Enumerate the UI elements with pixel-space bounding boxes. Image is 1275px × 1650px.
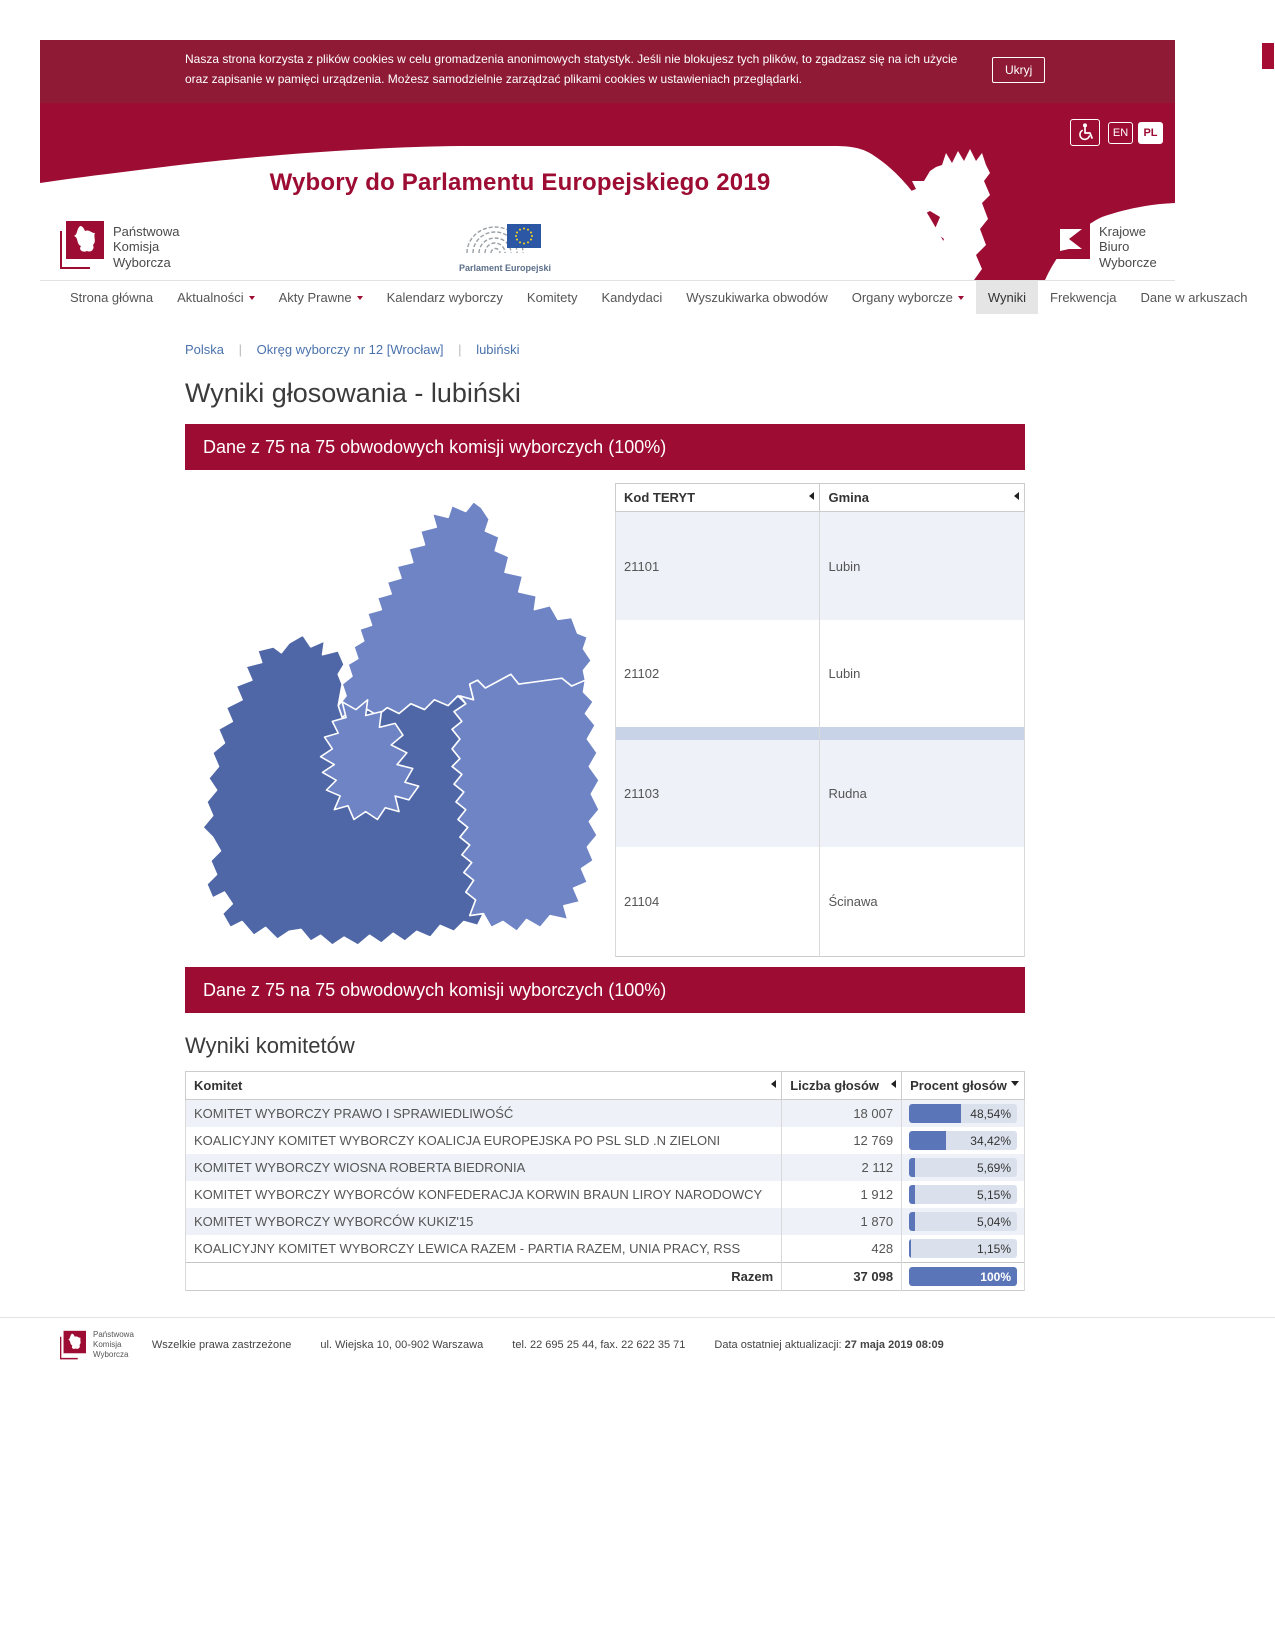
language-en-button[interactable]: EN (1108, 122, 1133, 144)
cookie-banner: Nasza strona korzysta z plików cookies w… (40, 40, 1175, 103)
footer-rights: Wszelkie prawa zastrzeżone (151, 1339, 292, 1351)
percent-bar: 48,54% (909, 1104, 1017, 1123)
map-region-lubin-miasto[interactable] (319, 699, 420, 821)
cookie-banner-text: Nasza strona korzysta z plików cookies w… (185, 52, 958, 86)
nav-item-kalendarz-wyborczy[interactable]: Kalendarz wyborczy (386, 290, 503, 305)
sort-icon (809, 492, 815, 500)
teryt-row-highlight (614, 727, 1025, 741)
results-col-liczba[interactable]: Liczba głosów (781, 1071, 903, 1100)
results-row-konfederacja: KOMITET WYBORCZY WYBORCÓW KONFEDERACJA K… (184, 1181, 1025, 1208)
footer-updated: Data ostatniej aktualizacji: 27 maja 201… (714, 1339, 944, 1351)
pkw-logo: Państwowa Komisja Wyborcza (60, 221, 179, 270)
teryt-row-21104[interactable]: 21104 Ścinawa (614, 847, 1025, 957)
footer-info: Wszelkie prawa zastrzeżone ul. Wiejska 1… (152, 1330, 970, 1351)
teryt-col-kod[interactable]: Kod TERYT (614, 483, 821, 512)
percent-bar: 5,15% (909, 1185, 1017, 1204)
nav-item-strona-glowna[interactable]: Strona główna (70, 290, 154, 305)
percent-bar: 34,42% (909, 1131, 1017, 1150)
breadcrumb: Polska | Okręg wyborczy nr 12 [Wrocław] … (185, 342, 520, 357)
kbw-logo-line2: Biuro (1099, 239, 1130, 255)
map-region-scinawa[interactable] (451, 673, 600, 933)
results-row-lewica-razem: KOALICYJNY KOMITET WYBORCZY LEWICA RAZEM… (184, 1235, 1025, 1263)
header-wave-graphic (40, 103, 1175, 280)
results-row-total: Razem 37 098 100% (184, 1262, 1025, 1291)
district-map (195, 475, 607, 957)
results-row-ke: KOALICYJNY KOMITET WYBORCZY KOALICJA EUR… (184, 1127, 1025, 1154)
nav-item-frekwencja[interactable]: Frekwencja (1050, 290, 1117, 305)
percent-bar: 100% (909, 1267, 1017, 1286)
sort-icon (771, 1080, 777, 1088)
language-pl-button[interactable]: PL (1138, 122, 1163, 144)
nav-item-organy-wyborcze[interactable]: Organy wyborcze (840, 281, 976, 314)
footer-phone: tel. 22 695 25 44, fax. 22 622 35 71 (512, 1339, 686, 1351)
sort-icon (1011, 1081, 1019, 1086)
european-parliament-logo: Parlament Europejski (435, 215, 575, 273)
site-footer: Państwowa Komisja Wyborcza Wszelkie praw… (0, 1317, 1275, 1360)
accessibility-button[interactable] (1070, 119, 1100, 146)
pkw-logo-line3: Wyborcza (113, 254, 171, 270)
pkw-logo-line2: Komisja (113, 239, 160, 255)
ep-hemicycle-icon (466, 224, 541, 254)
breadcrumb-lubinski[interactable]: lubiński (476, 342, 520, 357)
chevron-down-icon (356, 295, 363, 300)
nav-item-aktualnosci[interactable]: Aktualności (165, 281, 266, 314)
kbw-logo: Krajowe Biuro Wyborcze (1052, 221, 1157, 270)
chevron-down-icon (248, 295, 255, 300)
nav-item-kandydaci[interactable]: Kandydaci (601, 290, 663, 305)
chevron-down-icon (957, 295, 964, 300)
results-table: Komitet Liczba głosów Procent głosów KOM… (184, 1071, 1025, 1291)
wheelchair-icon (1079, 122, 1093, 140)
percent-bar: 5,69% (909, 1158, 1017, 1177)
results-row-kukiz: KOMITET WYBORCZY WYBORCÓW KUKIZ'15 1 870… (184, 1208, 1025, 1235)
kbw-logo-line3: Wyborcze (1099, 254, 1157, 270)
kbw-logo-line1: Krajowe (1099, 224, 1146, 239)
scrollbar-thumb[interactable] (1262, 43, 1274, 69)
ep-logo-label: Parlament Europejski (458, 263, 552, 273)
teryt-row-21101[interactable]: 21101 Lubin (614, 511, 1025, 621)
eagle-silhouette (906, 149, 990, 280)
results-col-komitet[interactable]: Komitet (184, 1071, 783, 1100)
nav-item-komitety[interactable]: Komitety (526, 290, 578, 305)
teryt-col-gmina[interactable]: Gmina (819, 483, 1025, 512)
nav-item-dane-w-arkuszach[interactable]: Dane w arkuszach (1140, 290, 1248, 305)
footer-address: ul. Wiejska 10, 00-902 Warszawa (320, 1339, 484, 1351)
nav-item-wyniki[interactable]: Wyniki (975, 281, 1039, 314)
main-navigation: Strona główna Aktualności Akty Prawne Ka… (40, 280, 1247, 314)
kbw-flag-icon (1052, 221, 1090, 259)
site-header: Wybory do Parlamentu Europejskiego 2019 … (40, 103, 1175, 280)
results-col-procent[interactable]: Procent głosów (901, 1071, 1025, 1100)
progress-banner-bottom: Dane z 75 na 75 obwodowych komisji wybor… (185, 967, 1025, 1013)
sort-icon (1014, 492, 1019, 500)
breadcrumb-polska[interactable]: Polska (185, 342, 225, 357)
percent-bar: 1,15% (909, 1239, 1017, 1258)
teryt-row-21102[interactable]: 21102 Lubin (614, 620, 1025, 728)
nav-item-akty-prawne[interactable]: Akty Prawne (267, 281, 375, 314)
teryt-table: Kod TERYT Gmina 21101 Lubin 21102 Lubin 21… (614, 483, 1025, 957)
results-row-wiosna: KOMITET WYBORCZY WIOSNA ROBERTA BIEDRONI… (184, 1154, 1025, 1181)
results-heading: Wyniki komitetów (185, 1033, 355, 1058)
page-title: Wyniki głosowania - lubiński (185, 378, 521, 408)
footer-pkw-logo-text: Państwowa Komisja Wyborcza (93, 1330, 134, 1359)
results-row-pis: KOMITET WYBORCZY PRAWO I SPRAWIEDLIWOŚĆ … (184, 1099, 1025, 1127)
sort-icon (891, 1080, 897, 1088)
cookie-hide-button[interactable]: Ukryj (992, 57, 1046, 83)
nav-item-wyszukiwarka-obwodow[interactable]: Wyszukiwarka obwodów (686, 290, 828, 305)
breadcrumb-okreg[interactable]: Okręg wyborczy nr 12 [Wrocław] (256, 342, 444, 357)
footer-pkw-eagle-icon (60, 1330, 86, 1360)
pkw-logo-line1: Państwowa (113, 224, 180, 239)
progress-banner-top: Dane z 75 na 75 obwodowych komisji wybor… (185, 424, 1025, 470)
teryt-row-21103[interactable]: 21103 Rudna (614, 740, 1025, 848)
pkw-eagle-icon (60, 221, 104, 269)
percent-bar: 5,04% (909, 1212, 1017, 1231)
page-header-title: Wybory do Parlamentu Europejskiego 2019 (269, 169, 771, 196)
